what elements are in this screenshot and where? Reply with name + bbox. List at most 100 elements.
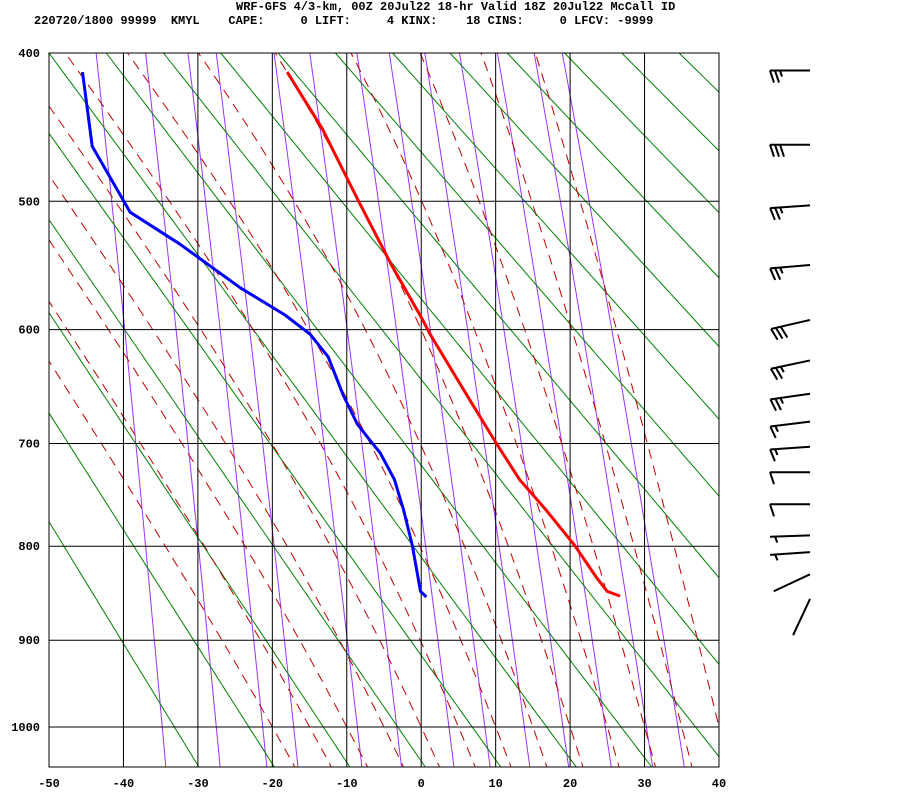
moist-adiabat-line bbox=[49, 174, 405, 767]
wind-barb bbox=[770, 359, 811, 381]
temperature-profile-line bbox=[285, 71, 621, 598]
grid bbox=[48, 52, 720, 768]
barb-full bbox=[779, 326, 789, 338]
moist-adiabat-line bbox=[126, 53, 512, 767]
background-lines bbox=[49, 45, 900, 768]
barb-staff bbox=[770, 392, 811, 401]
barb-half bbox=[774, 554, 779, 561]
chart-title: WRF-GFS 4/3-km, 00Z 20Jul22 18-hr Valid … bbox=[236, 0, 676, 14]
barb-full bbox=[774, 207, 781, 220]
barb-full bbox=[774, 398, 782, 411]
dry-adiabat-line bbox=[162, 53, 719, 758]
wind-barb bbox=[769, 471, 810, 485]
moist-adiabat-line bbox=[197, 53, 548, 767]
dry-adiabat-line bbox=[785, 45, 900, 768]
moist-adiabat-line bbox=[64, 53, 476, 767]
dry-adiabat-line bbox=[49, 53, 577, 767]
y-tick-label: 800 bbox=[18, 540, 40, 554]
dry-adiabat-line bbox=[392, 53, 719, 420]
dry-adiabat-line bbox=[220, 53, 719, 666]
barb-full bbox=[769, 503, 775, 517]
barb-full bbox=[770, 328, 779, 341]
y-tick-label: 500 bbox=[18, 195, 40, 209]
barb-half bbox=[774, 536, 779, 543]
moist-adiabat-line bbox=[480, 53, 693, 767]
series-lines bbox=[81, 71, 621, 599]
x-tick-label: 10 bbox=[488, 777, 502, 791]
barb-full bbox=[769, 471, 775, 485]
barb-full bbox=[769, 144, 775, 158]
mixing-ratio-line bbox=[187, 53, 268, 767]
barb-full bbox=[769, 207, 776, 221]
stats-line: 220720/1800 99999 KMYL CAPE: 0 LIFT: 4 K… bbox=[34, 14, 654, 28]
x-tick-label: -30 bbox=[187, 777, 209, 791]
x-tick-label: 0 bbox=[418, 777, 425, 791]
barb-half bbox=[774, 425, 779, 433]
y-tick-label: 700 bbox=[18, 437, 40, 451]
wind-barb bbox=[769, 392, 811, 412]
mixing-ratio-line bbox=[458, 53, 570, 767]
y-tick-label: 600 bbox=[18, 324, 40, 338]
barb-full bbox=[769, 268, 777, 281]
wind-barb bbox=[770, 551, 811, 561]
barb-full bbox=[774, 267, 782, 281]
dry-adiabat-line bbox=[563, 53, 719, 214]
barb-half bbox=[779, 267, 784, 274]
moist-adiabat-line bbox=[49, 360, 296, 767]
barb-full bbox=[769, 449, 776, 462]
mixing-ratio-line bbox=[309, 53, 403, 767]
wind-barb bbox=[792, 598, 811, 636]
wind-barb bbox=[769, 503, 810, 517]
mixing-ratio-line bbox=[561, 53, 685, 767]
y-tick-label: 400 bbox=[18, 47, 40, 61]
barb-full bbox=[774, 367, 784, 380]
barb-full bbox=[775, 327, 784, 340]
dry-adiabat-line bbox=[506, 53, 719, 279]
wind-barbs bbox=[769, 69, 811, 636]
barb-full bbox=[774, 144, 780, 158]
barb-full bbox=[779, 144, 785, 158]
barb-full bbox=[770, 368, 779, 381]
x-tick-label: 40 bbox=[712, 777, 726, 791]
wind-barb bbox=[770, 318, 811, 341]
wind-barb bbox=[769, 204, 811, 221]
wind-barb bbox=[769, 420, 811, 439]
tick-labels: -50 -40 -30 -20 -10 0 10 20 30 40 400 500 600 700 800 9… bbox=[11, 47, 726, 791]
barb-full bbox=[774, 70, 780, 83]
x-tick-label: -10 bbox=[336, 777, 358, 791]
barb-staff bbox=[770, 359, 811, 370]
barb-full bbox=[769, 70, 775, 83]
mixing-ratio-line bbox=[533, 53, 654, 767]
dry-adiabat-line bbox=[105, 53, 653, 767]
dry-adiabat-line bbox=[49, 412, 275, 767]
dry-adiabat-line bbox=[678, 53, 719, 93]
y-tick-label: 1000 bbox=[11, 721, 40, 735]
barb-half bbox=[779, 397, 785, 405]
barb-full bbox=[769, 426, 777, 439]
x-tick-label: -40 bbox=[113, 777, 135, 791]
dry-adiabat-line bbox=[277, 53, 719, 579]
dry-adiabat-line bbox=[728, 45, 900, 768]
dry-adiabat-line bbox=[334, 53, 719, 497]
barb-staff bbox=[769, 534, 811, 538]
barb-staff bbox=[770, 318, 811, 330]
dry-adiabat-line bbox=[49, 132, 502, 767]
moist-adiabat-line bbox=[534, 53, 719, 730]
barb-staff bbox=[770, 445, 811, 451]
mixing-ratio-line bbox=[273, 53, 363, 767]
barb-half bbox=[774, 448, 779, 456]
mixing-ratio-line bbox=[356, 53, 455, 767]
barb-staff bbox=[770, 204, 811, 210]
dry-adiabat-line bbox=[621, 53, 719, 152]
wind-barb bbox=[773, 573, 811, 593]
x-tick-label: -50 bbox=[38, 777, 60, 791]
moist-adiabat-line bbox=[419, 53, 656, 767]
dewpoint-profile-line bbox=[81, 71, 428, 599]
barb-staff bbox=[773, 573, 811, 593]
barb-staff bbox=[792, 598, 811, 636]
barb-staff bbox=[770, 551, 811, 556]
dry-adiabat-line bbox=[49, 218, 426, 767]
moist-adiabat-line bbox=[49, 105, 440, 767]
moist-adiabat-line bbox=[49, 238, 369, 767]
